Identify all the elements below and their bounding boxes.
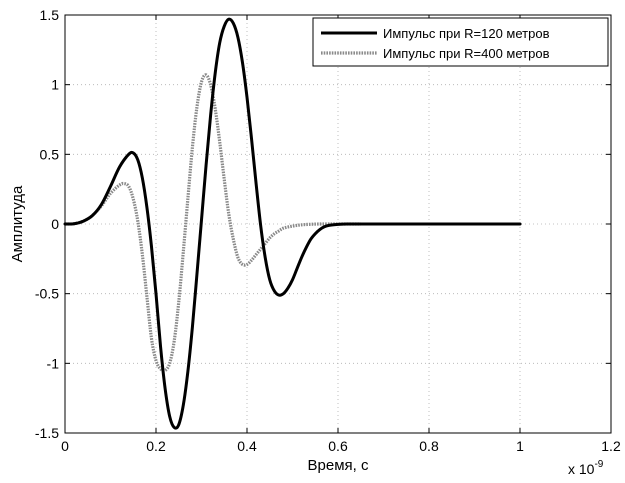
x-axis-title: Время, с <box>308 457 369 474</box>
x-tick-label: 0.2 <box>146 438 166 454</box>
y-tick-label: 0 <box>51 216 59 232</box>
legend-label-series-2: Импульс при R=400 метров <box>383 46 550 61</box>
legend: Импульс при R=120 метров Импульс при R=4… <box>313 18 608 66</box>
x-tick-label: 0 <box>61 438 69 454</box>
x-tick-label: 0.8 <box>419 438 439 454</box>
x-tick-label: 0.4 <box>237 438 257 454</box>
y-tick-label: -1 <box>47 355 60 371</box>
x-tick-label: 0.6 <box>328 438 348 454</box>
y-tick-label: -0.5 <box>35 286 59 302</box>
x-tick-label: 1.2 <box>601 438 621 454</box>
legend-label-series-1: Импульс при R=120 метров <box>383 26 550 41</box>
y-tick-label: 1.5 <box>40 7 60 23</box>
y-tick-label: 1 <box>51 77 59 93</box>
y-tick-label: -1.5 <box>35 425 59 441</box>
y-tick-label: 0.5 <box>40 146 60 162</box>
x-axis-exponent-power: -9 <box>594 459 603 470</box>
x-axis-exponent-base: x 10 <box>568 461 595 477</box>
y-axis-title: Амплитуда <box>9 185 26 262</box>
x-tick-label: 1 <box>516 438 524 454</box>
